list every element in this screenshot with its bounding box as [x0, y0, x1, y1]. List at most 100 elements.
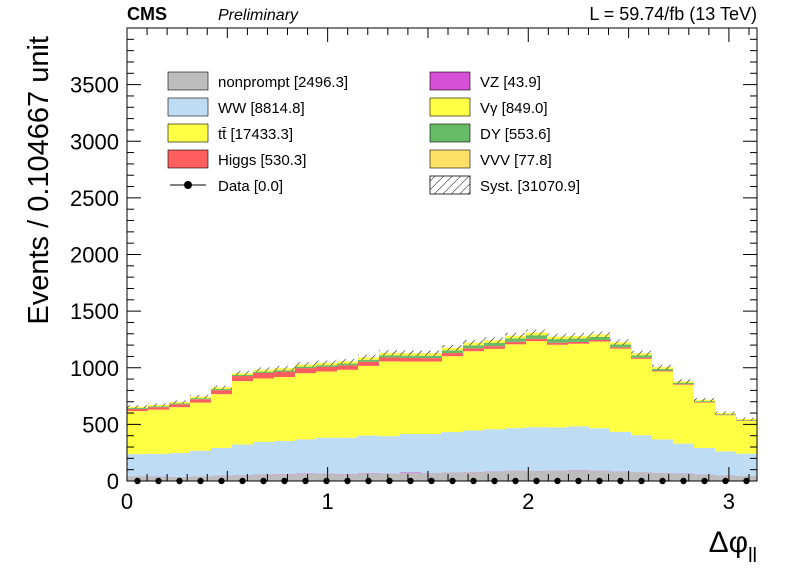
legend-label: VZ [43.9] — [480, 74, 541, 91]
legend-swatch — [429, 71, 471, 91]
bar-ttbar-4 — [211, 394, 232, 448]
legend-label: Vγ [849.0] — [480, 100, 548, 117]
syst-bin-15 — [442, 345, 464, 351]
bar-nonprompt-8 — [294, 473, 316, 481]
bar-DY-29 — [735, 419, 757, 421]
bar-WW-13 — [400, 434, 421, 473]
bar-DY-4 — [211, 389, 232, 391]
legend-label: tt̄ [17433.3] — [218, 126, 293, 143]
x-axis-title: Δφll — [709, 526, 757, 567]
bar-Higgs-19 — [526, 338, 547, 342]
bar-DY-7 — [274, 370, 295, 372]
bar-DY-15 — [442, 350, 464, 354]
legend-item-5: DY [553.6] — [429, 123, 551, 143]
bar-ttbar-19 — [526, 341, 547, 428]
bar-DY-13 — [400, 355, 421, 358]
bar-ttbar-14 — [420, 361, 442, 435]
legend-item-4: tt̄ [17433.3] — [167, 123, 293, 143]
lumi-label: L = 59.74/fb (13 TeV) — [589, 4, 757, 24]
legend-item-0: nonprompt [2496.3] — [167, 71, 348, 91]
bar-ttbar-25 — [652, 371, 673, 440]
syst-bin-7 — [274, 365, 295, 371]
bar-Higgs-21 — [568, 341, 590, 344]
bar-Higgs-27 — [694, 402, 716, 403]
bar-Higgs-6 — [253, 372, 275, 379]
bar-nonprompt-21 — [568, 470, 590, 481]
bar-DY-14 — [420, 355, 442, 359]
legend-item-3: Vγ [849.0] — [429, 97, 548, 117]
bar-DY-25 — [652, 368, 673, 371]
bar-WW-12 — [379, 436, 401, 474]
bar-ttbar-12 — [379, 361, 401, 437]
syst-band — [127, 329, 757, 421]
bar-nonprompt-20 — [546, 470, 568, 481]
bar-WW-14 — [420, 434, 442, 474]
legend-swatch — [167, 149, 209, 169]
legend-swatch-hatch — [429, 175, 471, 195]
bar-DY-28 — [715, 414, 736, 415]
bar-ttbar-28 — [715, 415, 736, 452]
bar-Higgs-16 — [463, 348, 484, 352]
syst-bin-1 — [148, 403, 169, 407]
bar-WW-27 — [694, 447, 716, 475]
legend-label: DY [553.6] — [480, 126, 551, 143]
bar-DY-16 — [463, 345, 484, 349]
bar-ttbar-21 — [568, 343, 590, 427]
legend-label: WW [8814.8] — [218, 100, 305, 117]
bar-Higgs-24 — [631, 357, 653, 359]
bar-DY-19 — [526, 335, 547, 339]
bar-ttbar-6 — [253, 378, 275, 442]
bar-nonprompt-6 — [253, 474, 275, 481]
bar-DY-20 — [546, 339, 568, 343]
bar-WW-6 — [253, 441, 275, 475]
bar-ttbar-26 — [672, 384, 694, 444]
bar-ttbar-22 — [589, 341, 610, 429]
x-tick-label-3: 3 — [723, 489, 735, 514]
bar-DY-0 — [127, 407, 149, 409]
y-tick-label-3000: 3000 — [70, 129, 119, 154]
bar-WW-19 — [526, 427, 547, 471]
bar-DY-9 — [316, 365, 338, 367]
bar-Higgs-12 — [379, 357, 401, 362]
bar-nonprompt-12 — [379, 473, 401, 481]
bar-ttbar-0 — [127, 411, 149, 455]
bar-Higgs-0 — [127, 408, 149, 412]
syst-bin-5 — [231, 370, 253, 376]
bar-ttbar-1 — [148, 409, 169, 454]
axes: 0 500 1000 1500 2000 2500 3000 3500 0 1 2 3 — [70, 28, 757, 514]
legend-label: Syst. [31070.9] — [480, 178, 580, 195]
syst-bin-4 — [211, 385, 232, 390]
bar-DY-6 — [253, 371, 275, 373]
syst-bin-23 — [609, 339, 631, 345]
legend-marker — [184, 181, 192, 189]
bar-Higgs-10 — [337, 365, 358, 370]
bar-WW-29 — [735, 453, 757, 476]
bar-DY-23 — [609, 344, 631, 348]
bar-Higgs-26 — [672, 384, 694, 385]
bar-nonprompt-16 — [463, 472, 484, 481]
y-tick-label-1000: 1000 — [70, 356, 119, 381]
bar-DY-3 — [190, 398, 212, 400]
bar-WW-10 — [337, 437, 358, 474]
syst-bin-12 — [379, 350, 401, 356]
bar-WW-17 — [483, 429, 505, 472]
bar-nonprompt-23 — [609, 471, 631, 481]
status-label: Preliminary — [218, 7, 299, 24]
bar-DY-22 — [589, 336, 610, 341]
x-tick-label-1: 1 — [322, 489, 334, 514]
y-tick-label-2000: 2000 — [70, 243, 119, 268]
syst-bin-11 — [357, 354, 379, 360]
bar-WW-21 — [568, 426, 590, 471]
syst-bin-13 — [400, 350, 421, 356]
bar-DY-1 — [148, 406, 169, 408]
syst-bin-20 — [546, 333, 568, 340]
y-tick-label-1500: 1500 — [70, 299, 119, 324]
bar-Higgs-14 — [420, 358, 442, 362]
bar-nonprompt-14 — [420, 473, 442, 481]
bar-ttbar-27 — [694, 402, 716, 448]
bar-ttbar-5 — [231, 381, 253, 445]
syst-bin-6 — [253, 367, 275, 372]
bar-DY-10 — [337, 363, 358, 366]
bar-WW-18 — [505, 428, 527, 471]
syst-bin-22 — [589, 331, 610, 338]
